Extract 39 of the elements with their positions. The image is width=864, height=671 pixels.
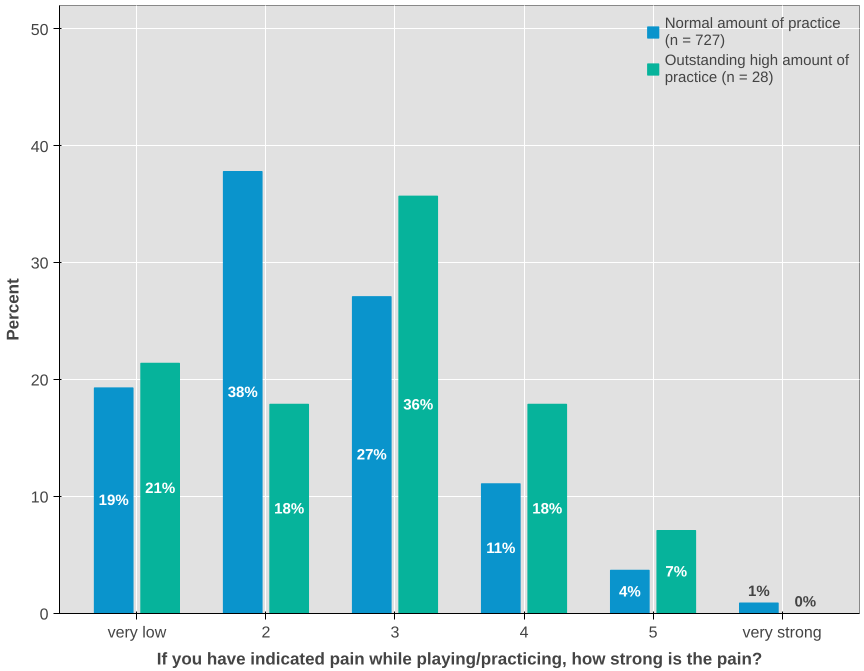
legend-label: Normal amount of practice (n = 727): [664, 15, 841, 49]
y-axis-title: Percent: [4, 278, 23, 341]
bar: [480, 483, 521, 614]
y-tick-label: 30: [30, 256, 49, 273]
data-label: 21%: [145, 480, 176, 497]
y-tick-label: 20: [30, 372, 49, 390]
x-tick-label: 3: [390, 624, 400, 642]
data-label: 7%: [665, 563, 688, 580]
y-tick-label: 40: [30, 138, 49, 156]
x-tick-label: 2: [262, 624, 270, 642]
bar: [739, 602, 779, 614]
data-label: 4%: [618, 583, 641, 600]
bar: [398, 196, 438, 614]
bar: [656, 530, 696, 614]
data-label: 27%: [356, 446, 387, 464]
data-label: 18%: [274, 500, 304, 518]
y-tick-label: 10: [30, 490, 49, 507]
y-tick-label: 50: [30, 22, 49, 39]
data-label: 18%: [532, 500, 562, 518]
data-label: 11%: [486, 540, 516, 558]
x-axis-title: If you have indicated pain while playing/practicing, how strong is the pain?: [156, 650, 762, 668]
x-tick-label: 4: [520, 624, 529, 642]
legend-label: Outstanding high amount of practice (n = 28): [664, 52, 849, 86]
bar: [140, 362, 180, 614]
bar: [527, 404, 568, 614]
data-label: 0%: [794, 593, 816, 610]
x-tick-label: very low: [108, 624, 167, 642]
data-label: 38%: [228, 384, 258, 402]
bar: [269, 404, 310, 614]
y-tick-label: 0: [40, 606, 49, 624]
data-label: 36%: [403, 396, 434, 414]
bar: [610, 570, 650, 614]
bar: [94, 387, 134, 614]
data-label: 1%: [748, 582, 770, 600]
x-tick-label: 5: [648, 624, 658, 642]
x-tick-label: very strong: [742, 624, 822, 642]
data-label: 19%: [98, 492, 129, 510]
bar: [222, 171, 263, 614]
bar: [352, 296, 392, 614]
